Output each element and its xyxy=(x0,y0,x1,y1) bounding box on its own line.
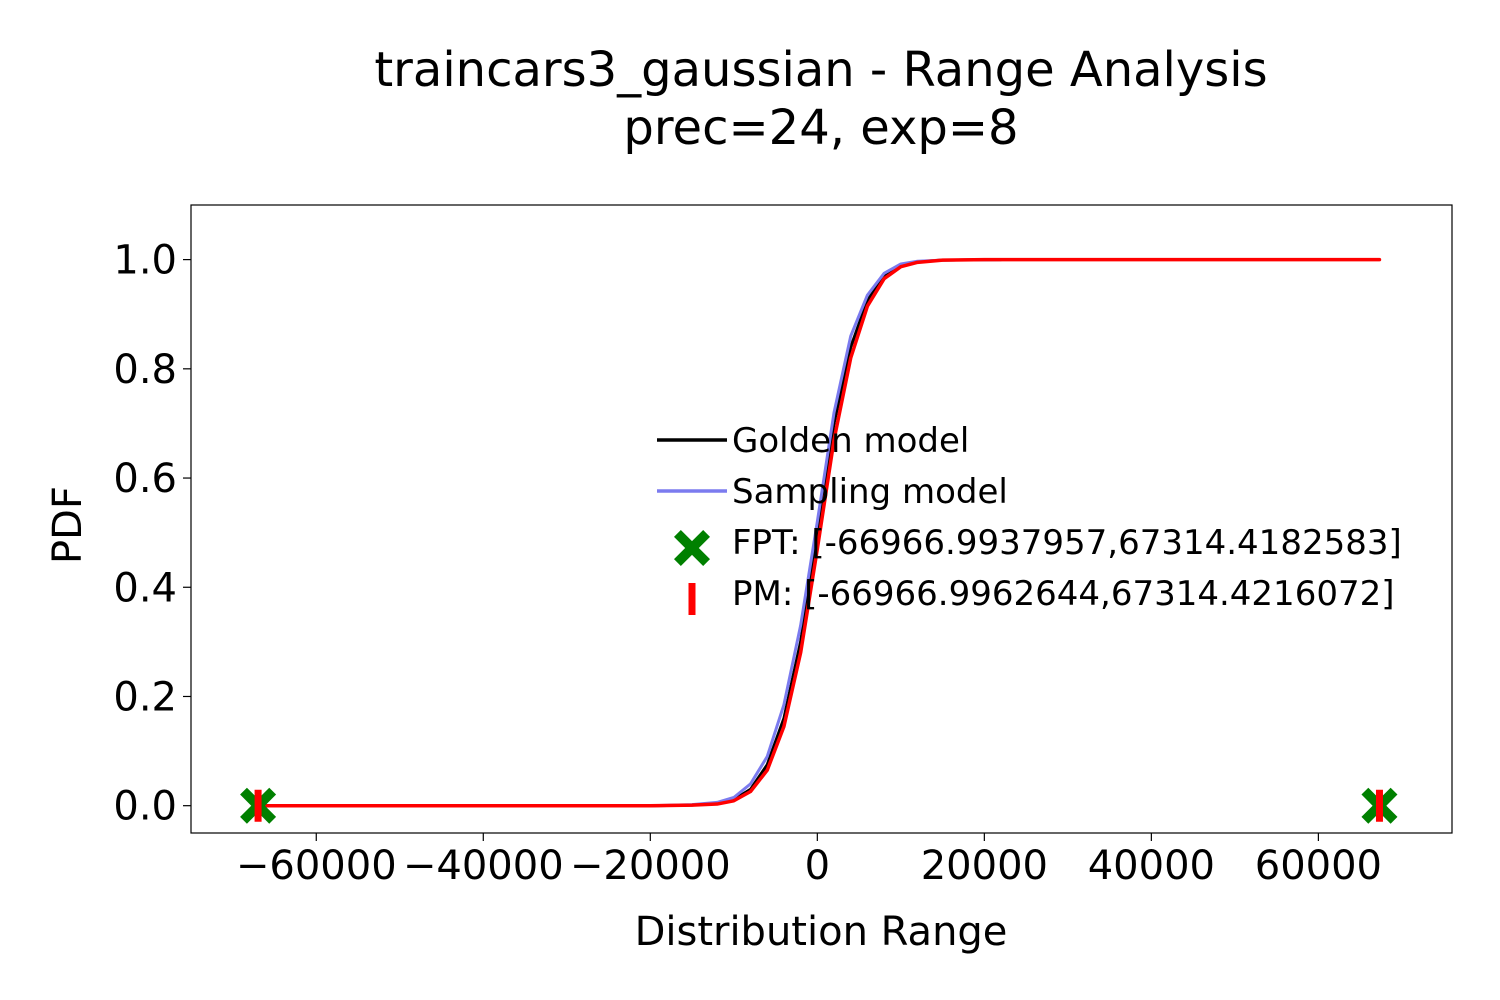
y-axis-label: PDF xyxy=(45,486,91,564)
legend-fpt-marker xyxy=(674,530,710,566)
x-tick-label: −40000 xyxy=(403,843,564,889)
chart-subtitle: prec=24, exp=8 xyxy=(623,100,1018,156)
y-tick-label: 1.0 xyxy=(113,238,177,284)
legend-label-3: PM: [-66966.9962644,67314.4216072] xyxy=(732,574,1395,614)
legend-label-0: Golden model xyxy=(732,421,969,461)
series-line-1 xyxy=(648,258,1003,808)
x-tick-label: 60000 xyxy=(1255,843,1382,889)
plot-area xyxy=(256,257,1382,808)
y-tick-label: 0.4 xyxy=(113,565,177,611)
y-tick-label: 0.8 xyxy=(113,347,177,393)
x-axis: −60000 −40000 −20000 0 20000 40000 60000 xyxy=(236,833,1382,889)
x-tick-label: −20000 xyxy=(570,843,731,889)
legend-label-1: Sampling model xyxy=(732,472,1008,512)
axes-frame xyxy=(190,204,1453,834)
x-axis-label: Distribution Range xyxy=(635,909,1008,955)
legend-label-2: FPT: [-66966.9937957,67314.4182583] xyxy=(732,523,1402,563)
series-line-2 xyxy=(256,257,1382,808)
x-tick-label: 0 xyxy=(805,843,830,889)
y-axis: 0.0 0.2 0.4 0.6 0.8 1.0 xyxy=(113,238,191,830)
x-tick-label: 40000 xyxy=(1088,843,1215,889)
legend: Golden model Sampling model FPT: [-66966.9… xyxy=(657,421,1402,615)
y-tick-label: 0.0 xyxy=(113,784,177,830)
x-tick-label: −60000 xyxy=(236,843,397,889)
y-tick-label: 0.2 xyxy=(113,674,177,720)
y-tick-label: 0.6 xyxy=(113,456,177,502)
chart-title: traincars3_gaussian - Range Analysis xyxy=(374,42,1267,98)
x-tick-label: 20000 xyxy=(921,843,1048,889)
